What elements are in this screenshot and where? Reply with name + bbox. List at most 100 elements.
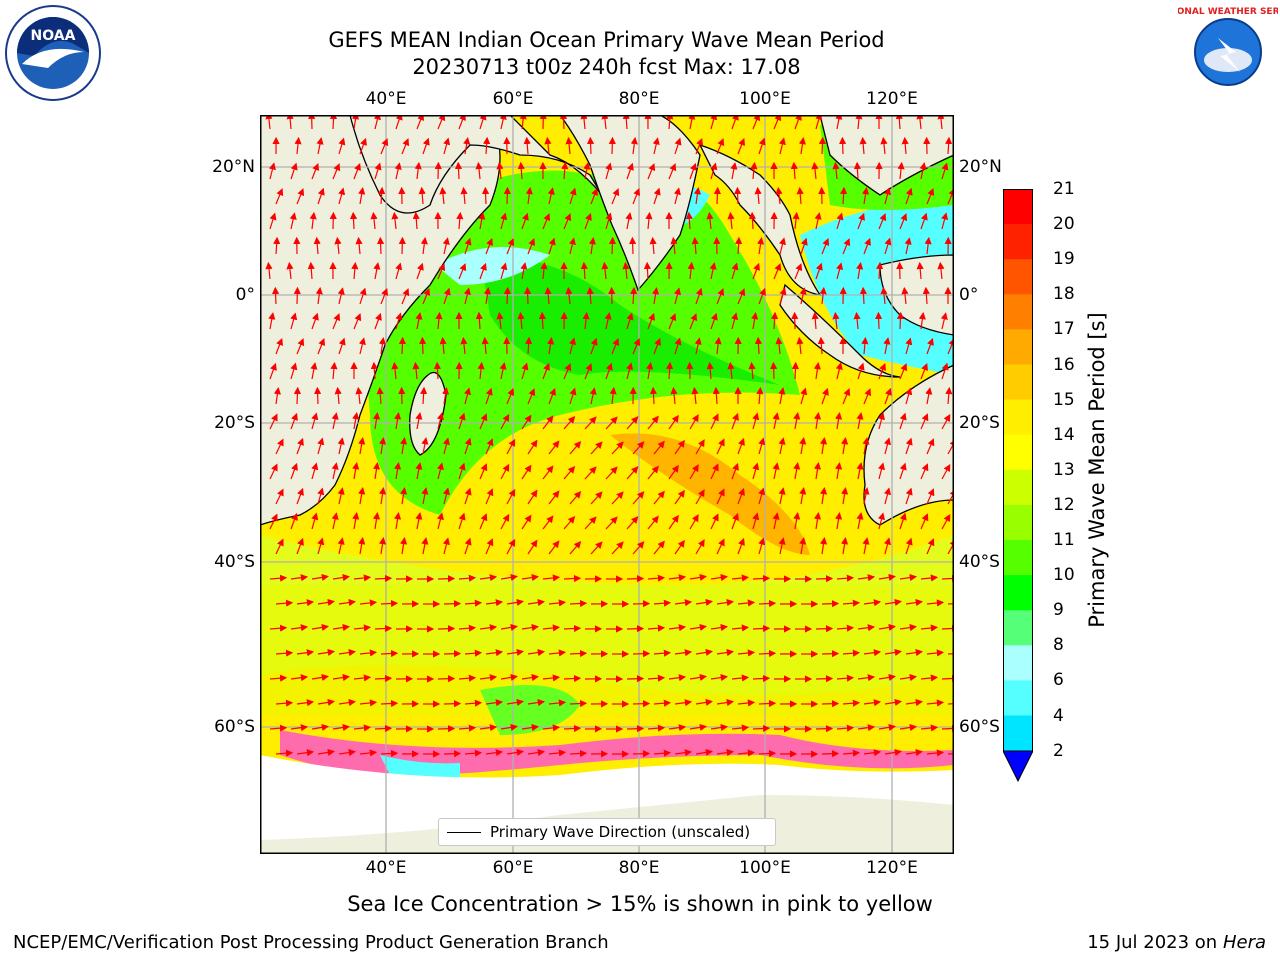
wave-direction-arrow [752, 512, 760, 530]
wave-direction-arrow [378, 537, 387, 555]
wave-direction-arrow [317, 537, 325, 555]
wave-direction-arrow [394, 162, 402, 180]
wave-direction-arrow [605, 416, 618, 430]
wave-direction-arrow [378, 437, 387, 455]
wave-direction-arrow [351, 261, 359, 280]
wave-direction-arrow [737, 599, 756, 607]
lat-tick-right: 20°N [959, 157, 1002, 177]
wave-direction-arrow [330, 361, 338, 380]
colorbar-segment [1003, 434, 1033, 471]
wave-direction-arrow [842, 699, 861, 707]
wave-direction-arrow [668, 414, 679, 430]
wave-direction-arrow [370, 361, 378, 380]
wave-direction-arrow [521, 464, 532, 480]
wave-direction-arrow [439, 186, 447, 205]
wave-direction-arrow [353, 724, 372, 732]
wave-direction-arrow [290, 462, 298, 480]
wave-direction-arrow [625, 212, 633, 230]
wave-direction-arrow [626, 466, 639, 480]
wave-direction-arrow [311, 723, 329, 731]
wave-direction-arrow [853, 311, 861, 330]
wave-direction-arrow [791, 361, 800, 380]
wave-direction-arrow [394, 512, 402, 530]
wave-direction-arrow [265, 261, 273, 280]
wave-direction-arrow [506, 387, 515, 405]
wave-direction-arrow [458, 724, 477, 732]
wave-direction-arrow [899, 412, 907, 430]
wave-direction-arrow [754, 336, 763, 355]
wave-direction-arrow [352, 412, 360, 430]
wave-direction-arrow [670, 236, 678, 255]
wave-direction-arrow [542, 624, 561, 632]
wave-direction-arrow [331, 462, 339, 480]
wave-direction-arrow [897, 161, 905, 180]
wave-direction-arrow [674, 649, 693, 657]
wave-direction-arrow [605, 516, 618, 530]
wave-direction-arrow [420, 386, 428, 405]
wave-direction-arrow [920, 212, 928, 230]
wave-direction-arrow [433, 361, 442, 380]
wave-direction-arrow [716, 488, 725, 505]
wave-direction-arrow [548, 490, 560, 505]
wave-direction-arrow [857, 624, 876, 632]
wave-direction-arrow [947, 703, 954, 705]
wave-direction-arrow [334, 386, 342, 405]
wave-direction-arrow [442, 387, 450, 405]
wave-direction-arrow [380, 749, 399, 758]
wave-direction-arrow [689, 673, 707, 681]
wave-direction-arrow [799, 487, 807, 505]
wave-direction-arrow [548, 699, 567, 707]
wave-direction-arrow [668, 624, 687, 632]
wave-direction-arrow [506, 238, 515, 255]
wave-direction-arrow [317, 698, 335, 706]
wave-direction-arrow [290, 362, 298, 380]
wave-direction-arrow [563, 624, 582, 633]
wave-direction-arrow [542, 213, 551, 230]
wave-direction-arrow [772, 412, 780, 430]
wave-direction-arrow [884, 487, 891, 505]
wave-direction-arrow [832, 161, 840, 180]
wave-direction-arrow [524, 286, 532, 305]
wave-direction-arrow [538, 311, 547, 330]
wave-direction-arrow [436, 462, 444, 480]
wave-direction-arrow [632, 338, 641, 355]
wave-direction-arrow [737, 749, 756, 757]
wave-direction-arrow [422, 287, 431, 305]
wave-direction-arrow [668, 464, 679, 480]
wave-direction-arrow [819, 487, 828, 505]
wave-direction-arrow [862, 437, 870, 455]
wave-direction-arrow [779, 237, 786, 255]
wave-direction-arrow [313, 236, 321, 255]
wave-direction-arrow [629, 236, 637, 255]
wave-direction-arrow [485, 599, 504, 607]
wave-direction-arrow [308, 115, 316, 130]
wave-direction-arrow [792, 211, 800, 230]
wave-direction-arrow [880, 286, 888, 305]
wave-direction-arrow [793, 412, 801, 430]
wave-direction-arrow [856, 412, 864, 430]
wave-direction-arrow [275, 188, 284, 205]
wave-direction-arrow [311, 462, 319, 480]
wave-direction-arrow [485, 749, 504, 757]
wave-direction-arrow [458, 574, 477, 582]
wave-direction-arrow [563, 213, 572, 230]
wave-direction-arrow [275, 438, 284, 455]
wave-direction-arrow [875, 311, 883, 330]
wave-direction-arrow [317, 598, 335, 606]
wave-direction-arrow [670, 386, 678, 405]
colorbar-tick-label: 9 [1053, 600, 1064, 621]
wave-direction-arrow [271, 286, 280, 305]
lat-tick-right: 0° [959, 285, 979, 305]
wave-direction-arrow [527, 388, 536, 405]
wave-direction-arrow [496, 161, 504, 180]
wave-direction-arrow [443, 700, 462, 708]
wave-direction-arrow [862, 487, 870, 505]
wave-direction-arrow [353, 624, 372, 632]
wave-direction-arrow [710, 413, 719, 430]
wave-direction-arrow [920, 362, 928, 380]
colorbar-segment [1003, 189, 1033, 225]
wave-direction-arrow [296, 487, 304, 505]
wave-direction-arrow [478, 212, 486, 230]
wave-direction-arrow [609, 386, 617, 405]
wave-direction-arrow [758, 649, 777, 658]
